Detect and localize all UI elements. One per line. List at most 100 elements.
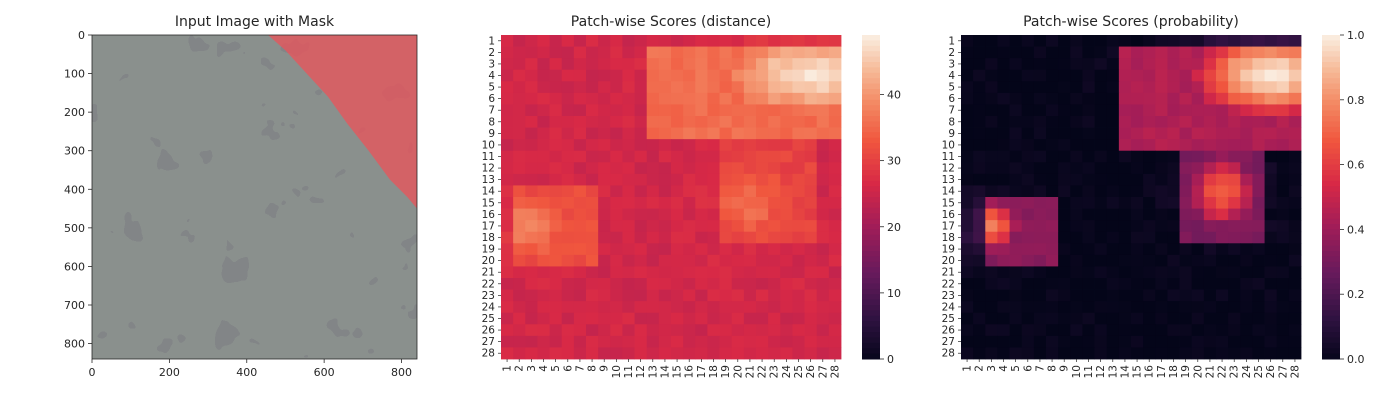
- heatmap-cell: [1131, 92, 1144, 105]
- heatmap-cell: [683, 162, 696, 175]
- row-label: 23: [942, 290, 955, 302]
- col-label: 6: [1022, 365, 1034, 372]
- heatmap-cell: [549, 278, 563, 290]
- heatmap-cell: [1167, 208, 1180, 221]
- heatmap-cell: [804, 243, 818, 256]
- heatmap-cell: [997, 185, 1010, 198]
- heatmap-cell: [997, 150, 1010, 163]
- heatmap-cell: [961, 301, 974, 314]
- heatmap-cell: [1082, 278, 1095, 290]
- heatmap-cell: [973, 312, 986, 325]
- heatmap-cell: [1131, 254, 1144, 267]
- heatmap-cell: [1070, 81, 1083, 94]
- heatmap-cell: [1058, 81, 1071, 94]
- heatmap-cell: [1106, 92, 1120, 105]
- heatmap-cell: [743, 173, 757, 186]
- heatmap-cell: [573, 254, 587, 267]
- heatmap-cell: [646, 254, 660, 267]
- heatmap-cell: [756, 289, 769, 302]
- heatmap-cell: [1131, 335, 1144, 348]
- heatmap-cell: [756, 116, 769, 128]
- heatmap-cell: [985, 81, 998, 94]
- heatmap-cell: [646, 116, 660, 128]
- colorbar-segment: [862, 35, 880, 41]
- heatmap-cell: [537, 301, 550, 314]
- col-label: 6: [562, 365, 574, 372]
- heatmap-cell: [1046, 278, 1059, 290]
- colorbar-segment: [862, 207, 880, 214]
- heatmap-cell: [1252, 69, 1265, 82]
- y-tick-label: 0: [78, 29, 85, 42]
- heatmap-cell: [1288, 185, 1302, 198]
- heatmap-cell: [828, 254, 842, 267]
- heatmap-cell: [658, 220, 672, 233]
- heatmap-cell: [792, 35, 805, 47]
- heatmap-cell: [731, 58, 745, 71]
- heatmap-cell: [658, 208, 672, 221]
- heatmap-cell: [1155, 35, 1168, 47]
- heatmap-cell: [1118, 289, 1132, 302]
- row-label: 13: [482, 174, 495, 186]
- heatmap-cell: [792, 266, 805, 279]
- heatmap-cell: [1033, 312, 1047, 325]
- heatmap-cell: [1033, 185, 1047, 198]
- heatmap-cell: [1094, 208, 1108, 221]
- heatmap-cell: [1106, 208, 1120, 221]
- heatmap-cell: [1252, 116, 1265, 128]
- heatmap-cell: [731, 197, 745, 209]
- heatmap-cell: [1094, 139, 1108, 152]
- heatmap-cell: [1009, 81, 1023, 94]
- heatmap-cell: [780, 266, 793, 279]
- heatmap-cell: [1167, 46, 1180, 59]
- heatmap-cell: [973, 243, 986, 256]
- heatmap-cell: [671, 116, 684, 128]
- heatmap-cell: [598, 243, 611, 256]
- heatmap-cell: [1131, 162, 1144, 175]
- heatmap-cell: [1009, 278, 1023, 290]
- heatmap-cell: [961, 347, 974, 360]
- heatmap-cell: [513, 139, 526, 152]
- heatmap-cell: [1082, 127, 1095, 140]
- heatmap-cell: [1009, 220, 1023, 233]
- heatmap-cell: [1228, 243, 1241, 256]
- heatmap-cell: [1167, 254, 1180, 267]
- colorbar-segment: [862, 272, 880, 279]
- heatmap-cell: [985, 208, 998, 221]
- heatmap-cell: [1276, 266, 1290, 279]
- heatmap-cell: [1021, 254, 1035, 267]
- heatmap-cell: [525, 254, 538, 267]
- heatmap-cell: [646, 220, 660, 233]
- heatmap-cell: [1155, 127, 1168, 140]
- heatmap-cell: [683, 231, 696, 244]
- heatmap-cell: [501, 231, 514, 244]
- heatmap-cell: [1216, 243, 1229, 256]
- heatmap-cell: [1118, 46, 1132, 59]
- heatmap-cell: [816, 69, 830, 82]
- heatmap-cell: [792, 197, 805, 209]
- heatmap-cell: [973, 127, 986, 140]
- heatmap-cell: [1009, 208, 1023, 221]
- colorbar-segment: [862, 337, 880, 344]
- panel-title: Input Image with Mask: [175, 14, 335, 30]
- heatmap-cell: [743, 162, 757, 175]
- heatmap-cell: [586, 278, 599, 290]
- heatmap-cell: [1106, 58, 1120, 71]
- heatmap-cell: [634, 220, 648, 233]
- x-tick-label: 0: [89, 366, 96, 379]
- heatmap-cell: [780, 185, 793, 198]
- heatmap-cell: [1264, 58, 1278, 71]
- heatmap-cell: [1021, 231, 1035, 244]
- row-label: 19: [482, 244, 495, 256]
- heatmap-cell: [537, 35, 550, 47]
- heatmap-cell: [598, 92, 611, 105]
- heatmap-cell: [1155, 185, 1168, 198]
- heatmap-cell: [1167, 312, 1180, 325]
- heatmap-cell: [804, 254, 818, 267]
- heatmap-cell: [1240, 116, 1253, 128]
- heatmap-cell: [1179, 150, 1193, 163]
- heatmap-cell: [598, 81, 611, 94]
- heatmap-cell: [1191, 150, 1205, 163]
- heatmap-cell: [513, 173, 526, 186]
- heatmap-cell: [1082, 150, 1095, 163]
